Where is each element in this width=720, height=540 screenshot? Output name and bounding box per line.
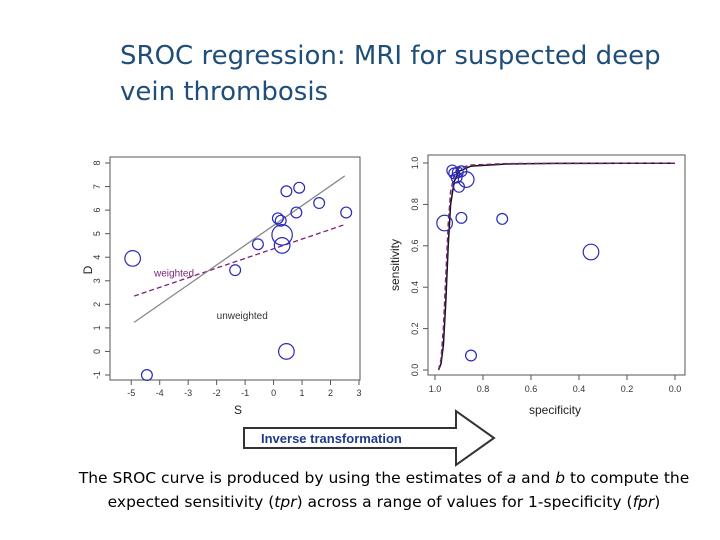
caption-var-fpr: fpr <box>632 493 655 511</box>
y-tick-label: 5 <box>92 231 102 236</box>
inverse-transformation-arrow: Inverse transformation <box>243 409 496 467</box>
data-point <box>140 369 153 382</box>
x-tick-label: 0.0 <box>669 384 682 394</box>
x-axis-label: S <box>234 403 242 417</box>
x-tick-label: 3 <box>356 388 361 398</box>
data-point <box>340 206 353 219</box>
caption-text-3: to compute the expected sensitivity ( <box>107 469 690 511</box>
right-sroc-plot: 1.0 0.8 0.6 0.4 0.2 0.0 0.0 0.2 0.4 0.6 0.8 1.0 spec… <box>388 157 681 417</box>
data-point <box>280 185 293 198</box>
y-tick-label: 0.0 <box>410 364 420 377</box>
y-tick-label: 7 <box>92 184 102 189</box>
x-tick-label: 0.8 <box>477 384 490 394</box>
data-point <box>271 224 293 246</box>
y-tick-label: 8 <box>92 160 102 165</box>
y-tick-label: 0.4 <box>410 281 420 294</box>
x-tick-label: 0.6 <box>525 384 538 394</box>
data-point <box>496 212 509 225</box>
data-point <box>271 212 284 225</box>
y-tick-label: 4 <box>92 255 102 260</box>
x-tick-label: 0 <box>271 388 276 398</box>
data-point <box>124 249 142 267</box>
data-point <box>290 206 303 219</box>
data-point <box>455 211 468 224</box>
right-plot-frame <box>427 154 686 376</box>
x-tick-label: -1 <box>241 388 249 398</box>
y-tick-label: 6 <box>92 208 102 213</box>
slide-title: SROC regression: MRI for suspected deep … <box>120 41 661 107</box>
y-tick-label: 2 <box>92 302 102 307</box>
x-tick-label: -2 <box>213 388 221 398</box>
unweighted-line-label: unweighted <box>217 311 268 322</box>
data-point <box>293 181 306 194</box>
y-axis-label: sensitivity <box>388 239 402 291</box>
caption-var-b: b <box>555 469 566 487</box>
left-scatter-plot: -5 -4 -3 -2 -1 0 1 2 3 -1 0 1 2 3 4 5 6 7 8 S D weighted unwei… <box>81 160 362 417</box>
x-tick-label: -4 <box>156 388 164 398</box>
data-point <box>446 164 459 177</box>
weighted-sroc-curve <box>437 162 676 371</box>
unweighted-sroc-curve <box>437 162 676 371</box>
x-tick-label: 1 <box>300 388 305 398</box>
y-axis-label: D <box>81 265 95 274</box>
y-tick-label: 1 <box>92 325 102 330</box>
y-tick-label: 0.6 <box>410 240 420 253</box>
weighted-regression-line <box>133 223 345 297</box>
x-axis-label: specificity <box>529 403 581 417</box>
data-point <box>436 214 454 232</box>
caption-text-5: ) <box>654 493 661 511</box>
data-point <box>251 238 264 251</box>
y-tick-label: 0.2 <box>410 322 420 335</box>
arrow-label: Inverse transformation <box>261 431 402 446</box>
x-tick-label: 2 <box>328 388 333 398</box>
data-point <box>274 214 287 227</box>
data-point <box>313 197 326 210</box>
caption-var-tpr: tpr <box>274 493 297 511</box>
x-tick-label: 0.4 <box>573 384 586 394</box>
data-point <box>457 171 475 188</box>
y-tick-label: 0.8 <box>410 198 420 211</box>
data-point <box>273 237 291 254</box>
caption-var-a: a <box>506 469 517 487</box>
x-tick-label: 1.0 <box>429 384 442 394</box>
unweighted-regression-line <box>133 175 346 323</box>
x-tick-label: -3 <box>184 388 192 398</box>
data-point <box>582 243 600 261</box>
x-tick-label: -5 <box>127 388 135 398</box>
y-tick-label: -1 <box>92 371 102 379</box>
y-tick-label: 0 <box>92 349 102 354</box>
y-tick-label: 3 <box>92 278 102 283</box>
y-tick-label: 1.0 <box>410 157 420 170</box>
data-point <box>229 264 242 277</box>
weighted-line-label: weighted <box>153 269 194 280</box>
caption-text-1: The SROC curve is produced by using the … <box>78 469 507 487</box>
caption-text-4: ) across a range of values for 1-specifi… <box>296 493 633 511</box>
arrow-shape <box>243 409 496 467</box>
slide-caption: The SROC curve is produced by using the … <box>74 466 694 514</box>
x-tick-label: 0.2 <box>621 384 634 394</box>
left-plot-frame <box>109 156 361 381</box>
data-point <box>465 349 478 362</box>
data-point <box>278 343 295 360</box>
caption-text-2: and <box>516 469 556 487</box>
